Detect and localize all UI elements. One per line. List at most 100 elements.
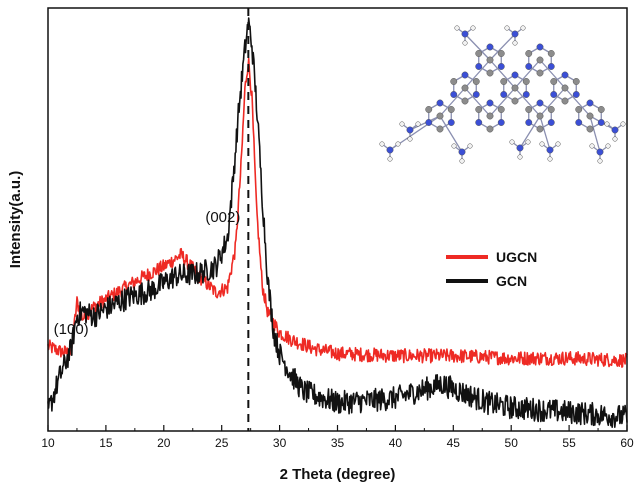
molecule-atom — [476, 50, 482, 56]
molecule-atom — [523, 78, 529, 84]
molecule-atom — [537, 113, 543, 119]
molecule-atom — [548, 157, 553, 162]
molecule-atom — [426, 119, 432, 125]
molecule-atom — [526, 63, 532, 69]
annotation-002-label: (002) — [205, 209, 240, 226]
molecule-atom — [459, 149, 465, 155]
x-tick-label-60: 60 — [620, 436, 634, 450]
molecule-atom — [548, 63, 554, 69]
molecule-atom — [396, 142, 401, 147]
molecule-atom — [551, 78, 557, 84]
molecule-atom — [548, 119, 554, 125]
molecule-atom — [462, 85, 468, 91]
molecule-atom — [426, 106, 432, 112]
molecule-atom — [548, 50, 554, 56]
series-layer — [48, 18, 627, 427]
molecule-atom — [598, 106, 604, 112]
molecule-atom — [537, 126, 543, 132]
x-tick-label-45: 45 — [447, 436, 461, 450]
molecule-atom — [448, 119, 454, 125]
molecule-atom — [487, 126, 493, 132]
molecule-atom — [548, 106, 554, 112]
molecule-atom — [452, 144, 457, 149]
molecule-atom — [523, 91, 529, 97]
molecule-atom — [562, 72, 568, 78]
molecule-atom — [380, 142, 385, 147]
molecule-atom — [551, 91, 557, 97]
x-tick-label-50: 50 — [505, 436, 519, 450]
molecule-atom — [513, 41, 518, 46]
molecule-atom — [455, 26, 460, 31]
molecule-atom — [537, 57, 543, 63]
molecule-atom — [463, 41, 468, 46]
molecule-atom — [587, 126, 593, 132]
molecule-atom — [468, 144, 473, 149]
molecule-atom — [587, 113, 593, 119]
molecule-atom — [407, 127, 413, 133]
y-axis-title: Intensity(a.u.) — [7, 171, 24, 269]
molecule-atom — [416, 122, 421, 127]
molecule-atom — [498, 63, 504, 69]
molecule-atom — [517, 145, 523, 151]
molecule-atom — [512, 85, 518, 91]
molecule-atom — [606, 144, 611, 149]
molecule-atom — [451, 78, 457, 84]
molecule-atom — [590, 144, 595, 149]
annotation-100-label: (100) — [54, 321, 89, 338]
molecule-atom — [505, 26, 510, 31]
x-tick-label-15: 15 — [99, 436, 113, 450]
x-tick-label-20: 20 — [157, 436, 171, 450]
molecule-atom — [388, 157, 393, 162]
molecule-atom — [400, 122, 405, 127]
molecule-atom — [437, 113, 443, 119]
molecule-atom — [476, 119, 482, 125]
molecule-atom — [473, 78, 479, 84]
molecule-atom — [487, 100, 493, 106]
molecule-atom — [562, 98, 568, 104]
molecule-atom — [526, 106, 532, 112]
legend-label-ugcn: UGCN — [496, 249, 537, 265]
molecule-atom — [598, 119, 604, 125]
x-tick-label-30: 30 — [273, 436, 287, 450]
x-axis-ticks: 10 15 20 25 30 35 40 45 50 55 60 — [41, 425, 634, 450]
molecule-atom — [487, 44, 493, 50]
molecule-atom — [576, 106, 582, 112]
legend-label-gcn: GCN — [496, 273, 527, 289]
molecule-atom — [510, 140, 515, 145]
molecule-atom — [387, 147, 393, 153]
molecule-atom — [621, 122, 626, 127]
molecule-atom — [487, 57, 493, 63]
molecule-atom — [408, 137, 413, 142]
x-axis-title: 2 Theta (degree) — [280, 466, 396, 483]
molecule-atom — [526, 50, 532, 56]
x-tick-label-10: 10 — [41, 436, 55, 450]
molecule-atom — [562, 85, 568, 91]
molecule-atom — [547, 147, 553, 153]
molecule-atom — [587, 100, 593, 106]
molecule-atom — [573, 91, 579, 97]
molecule-atom — [598, 159, 603, 164]
molecule-atom — [537, 70, 543, 76]
molecule-atom — [605, 122, 610, 127]
molecule-atom — [462, 72, 468, 78]
molecule-atom — [512, 31, 518, 37]
molecule-atom — [537, 44, 543, 50]
molecule-atom — [518, 155, 523, 160]
molecule-atom — [540, 142, 545, 147]
molecule-atom — [451, 91, 457, 97]
molecule-atom — [521, 26, 526, 31]
molecule-atom — [576, 119, 582, 125]
molecule-atom — [612, 127, 618, 133]
molecule-atom — [512, 98, 518, 104]
molecule-atom — [471, 26, 476, 31]
x-tick-label-40: 40 — [389, 436, 403, 450]
molecule-atom — [473, 91, 479, 97]
molecule-atom — [498, 50, 504, 56]
molecule-atom — [462, 98, 468, 104]
molecule-atom — [573, 78, 579, 84]
molecule-atom — [487, 70, 493, 76]
molecule-atom — [526, 140, 531, 145]
molecule-atom — [512, 72, 518, 78]
molecule-atom — [476, 63, 482, 69]
